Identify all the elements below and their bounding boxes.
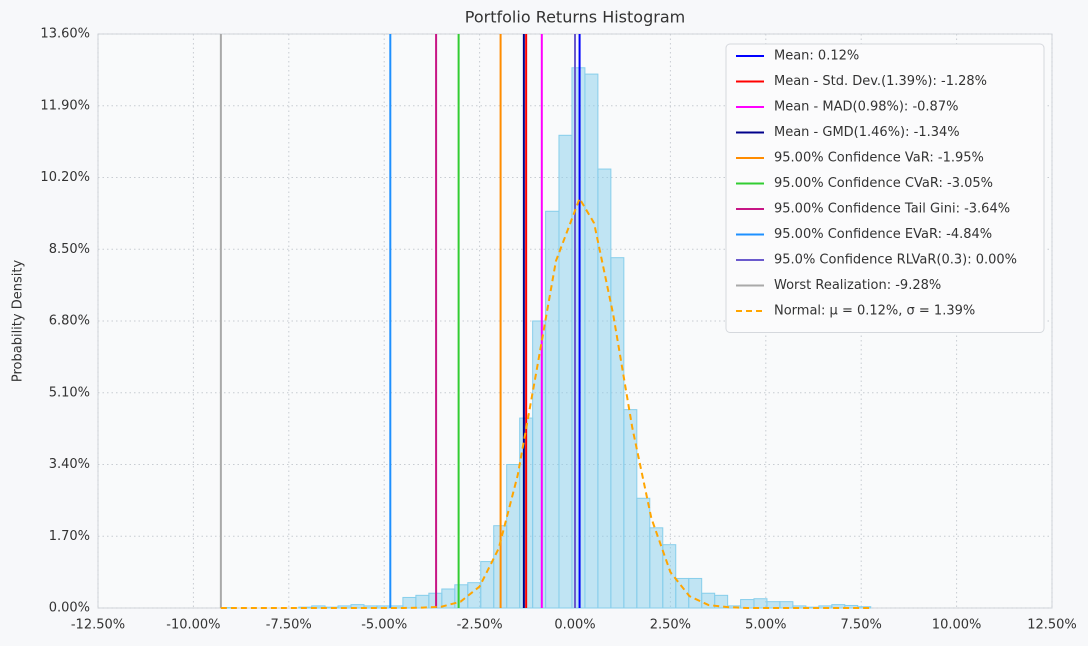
legend-label: Mean - GMD(1.46%): -1.34% [774,125,960,140]
y-tick-label: 10.20% [40,170,90,185]
bar [649,527,664,609]
legend-label: Mean: 0.12% [774,49,859,64]
bar [415,594,430,609]
bar [506,464,521,609]
bar [740,599,755,609]
normal-curve [220,196,871,609]
bar [636,497,651,609]
legend-label: 95.00% Confidence CVaR: -3.05% [774,176,993,191]
x-tick-label: 0.00% [554,618,595,633]
bar [688,577,703,609]
bar [558,134,573,609]
bar [753,598,768,609]
x-tick-label: 5.00% [745,618,786,633]
x-tick-label: 12.50% [1027,618,1077,633]
legend-label: 95.00% Confidence VaR: -1.95% [774,151,984,166]
y-tick-label: 11.90% [40,98,90,113]
bar [480,561,495,609]
x-tick-label: -12.50% [71,618,125,633]
legend-label: Worst Realization: -9.28% [774,278,941,293]
x-tick-label: -7.50% [266,618,312,633]
bar [571,67,586,609]
bar [454,584,469,609]
y-tick-label: 6.80% [49,314,90,329]
legend-label: Normal: μ = 0.12%, σ = 1.39% [774,304,975,319]
x-tick-label: -10.00% [166,618,220,633]
legend-label: 95.00% Confidence EVaR: -4.84% [774,227,992,242]
x-tick-label: 10.00% [932,618,982,633]
bar [714,594,729,609]
x-tick-label: -5.00% [361,618,407,633]
legend-label: 95.0% Confidence RLVaR(0.3): 0.00% [774,253,1017,268]
legend-label: 95.00% Confidence Tail Gini: -3.64% [774,202,1010,217]
x-tick-label: 2.50% [650,618,691,633]
y-tick-label: 13.60% [40,27,90,42]
legend-label: Mean - MAD(0.98%): -0.87% [774,100,958,115]
bar [597,168,612,609]
bar [545,210,560,609]
y-tick-label: 1.70% [49,529,90,544]
bar [402,596,417,609]
y-axis-label: Probability Density [11,260,26,383]
legend-frame [725,43,1045,333]
legend-label: Mean - Std. Dev.(1.39%): -1.28% [774,74,987,89]
y-tick-label: 5.10% [49,385,90,400]
x-tick-label: 7.50% [841,618,882,633]
y-tick-label: 3.40% [49,457,90,472]
y-tick-label: 0.00% [49,601,90,616]
y-tick-label: 8.50% [49,242,90,257]
bar [532,320,547,609]
bar [584,73,599,609]
chart-title: Portfolio Returns Histogram [465,8,685,27]
x-tick-label: -2.50% [457,618,503,633]
